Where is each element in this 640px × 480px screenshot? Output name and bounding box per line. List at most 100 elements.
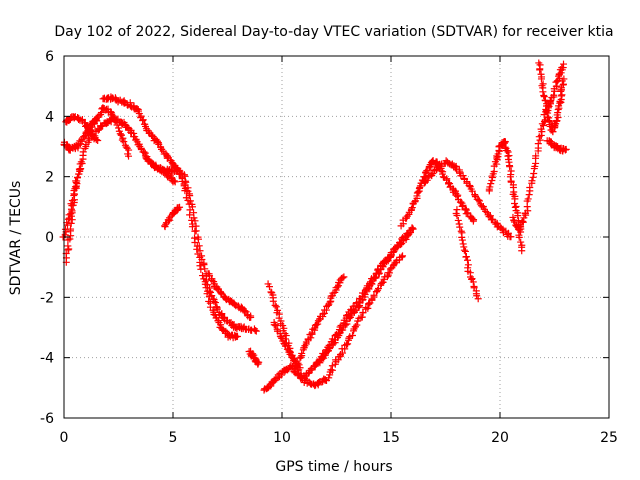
y-tick-label: 6 [45,49,54,65]
grid-lines [64,56,609,418]
data-point [315,379,323,387]
data-point [530,170,538,178]
data-point [188,203,196,211]
data-point [542,106,550,114]
data-point [454,216,462,224]
data-point [92,116,100,124]
data-point [125,146,133,154]
data-point [560,75,568,83]
data-point [475,197,483,205]
series-sat-track-23 [509,60,568,236]
data-point [528,177,536,185]
series-sat-track-14 [270,319,304,372]
data-point [78,159,86,167]
data-point [539,122,547,130]
data-point [186,197,194,205]
data-point [73,174,81,182]
data-point [193,245,201,253]
data-point [182,178,190,186]
data-point [195,242,203,250]
data-point [117,131,125,139]
data-point [305,369,313,377]
data-point [507,233,515,241]
data-point [272,303,280,311]
series-sat-track-10 [204,270,255,322]
data-point [532,152,540,160]
data-point [67,225,75,233]
data-point [536,136,544,144]
data-point [170,177,178,185]
data-point [560,60,568,68]
data-point [196,247,204,255]
data-point [473,292,481,300]
data-point [148,131,156,139]
data-point [242,308,250,316]
data-point [511,203,519,211]
data-point [294,359,302,367]
series-sat-track-21 [452,206,482,303]
data-point [539,88,547,96]
data-point [201,265,209,273]
data-point [358,313,366,321]
data-points [59,59,570,394]
data-point [116,130,124,138]
data-point [399,252,407,260]
data-point [171,178,179,186]
data-point [385,269,393,277]
data-point [432,165,440,173]
data-point [196,262,204,270]
data-point [269,297,277,305]
data-point [186,211,194,219]
data-point [249,350,257,358]
x-tick-label: 20 [491,430,509,446]
series-sat-track-8 [161,203,184,231]
data-point [517,238,525,246]
series-sat-track-7 [142,154,186,178]
data-point [213,305,221,313]
data-point [398,253,406,261]
data-point [207,288,215,296]
data-point [497,224,505,232]
y-tick-label: 2 [45,170,54,186]
data-point [453,192,461,200]
data-point [334,356,342,364]
data-point [73,177,81,185]
data-point [282,332,290,340]
data-point [525,191,533,199]
data-point [344,340,352,348]
data-point [511,199,519,207]
data-point [343,341,351,349]
data-point [367,278,375,286]
data-point [92,136,100,144]
data-point [364,304,372,312]
data-point [140,148,148,156]
data-point [531,162,539,170]
x-tick-label: 5 [169,430,178,446]
data-point [297,353,305,361]
data-point [460,246,468,254]
data-point [374,286,382,294]
data-point [186,192,194,200]
y-tick-label: -2 [40,290,54,306]
data-point [557,69,565,77]
data-point [529,173,537,181]
data-point [371,274,379,282]
data-point [181,172,189,180]
data-point [462,253,470,261]
data-point [118,136,126,144]
data-point [445,179,453,187]
series-sat-track-20 [421,157,515,241]
data-point [469,278,477,286]
data-point [211,299,219,307]
data-point [231,301,239,309]
data-point [278,371,286,379]
data-point [537,75,545,83]
data-point [334,329,342,337]
data-point [456,223,464,231]
data-point [311,362,319,370]
series-sat-track-17 [311,225,417,370]
y-tick-label: 4 [45,109,54,125]
data-point [383,273,391,281]
data-point [512,222,520,230]
